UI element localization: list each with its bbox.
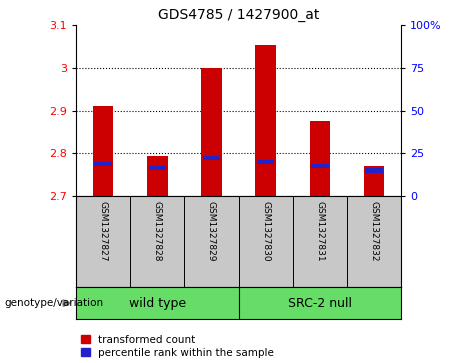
- Text: GSM1327829: GSM1327829: [207, 200, 216, 261]
- Text: wild type: wild type: [129, 297, 186, 310]
- Bar: [365, 168, 383, 172]
- Bar: [364, 166, 384, 196]
- Bar: [95, 162, 112, 166]
- Legend: transformed count, percentile rank within the sample: transformed count, percentile rank withi…: [81, 335, 274, 358]
- Bar: [257, 160, 274, 164]
- Title: GDS4785 / 1427900_at: GDS4785 / 1427900_at: [158, 8, 319, 22]
- Text: GSM1327831: GSM1327831: [315, 200, 325, 261]
- Bar: [255, 45, 276, 196]
- Bar: [201, 68, 222, 196]
- Bar: [93, 106, 113, 196]
- Bar: [311, 164, 329, 168]
- Text: GSM1327828: GSM1327828: [153, 200, 162, 261]
- Bar: [203, 155, 220, 160]
- Text: GSM1327830: GSM1327830: [261, 200, 270, 261]
- Text: GSM1327827: GSM1327827: [99, 200, 108, 261]
- Bar: [147, 155, 168, 196]
- Text: GSM1327832: GSM1327832: [369, 200, 378, 261]
- Bar: [309, 121, 330, 196]
- Text: SRC-2 null: SRC-2 null: [288, 297, 352, 310]
- Bar: [148, 166, 166, 170]
- Text: genotype/variation: genotype/variation: [5, 298, 104, 308]
